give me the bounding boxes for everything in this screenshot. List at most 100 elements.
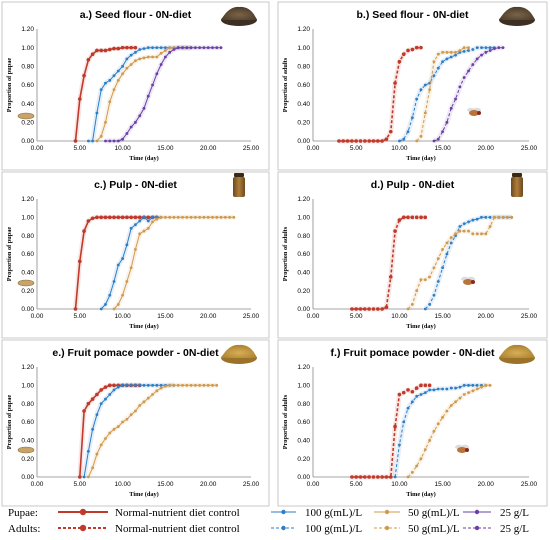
data-point	[467, 229, 470, 233]
chart-panel-5: e.) Fruit pomace powder - 0N-diet 0.00 5.0…	[1, 339, 270, 507]
data-point	[104, 437, 107, 440]
data-point	[73, 139, 78, 143]
pomace-powder-pile-icon	[499, 344, 535, 364]
data-point	[445, 57, 449, 61]
series-1	[392, 382, 488, 479]
legend-row-label: Adults:	[8, 523, 40, 535]
data-point	[90, 52, 95, 56]
data-point	[397, 218, 402, 222]
x-axis-label: Time (day)	[406, 155, 435, 162]
data-point	[475, 46, 479, 50]
data-point	[99, 134, 103, 138]
data-point	[133, 45, 138, 50]
data-point	[449, 386, 453, 390]
x-tick-label: 15.00	[157, 481, 174, 488]
data-point	[108, 100, 112, 104]
data-point	[189, 215, 193, 219]
data-point	[419, 278, 423, 282]
data-point	[146, 226, 150, 230]
data-point	[99, 307, 103, 311]
data-point	[121, 420, 124, 424]
series-3	[432, 45, 505, 144]
data-point	[189, 46, 193, 50]
y-tick-label: 0.40	[297, 101, 310, 108]
data-point	[151, 46, 154, 50]
data-point	[415, 289, 419, 293]
data-point	[219, 46, 223, 50]
data-point	[125, 243, 129, 247]
data-point	[423, 307, 427, 311]
y-tick-label: 1.00	[297, 215, 310, 222]
data-point	[358, 475, 363, 479]
legend-entry-label: 100 g(mL)/L	[305, 507, 362, 519]
data-point	[432, 388, 436, 392]
data-point	[367, 475, 371, 479]
x-tick-label: 10.00	[114, 481, 131, 488]
seed-flour-pile-icon	[499, 6, 535, 26]
data-point	[151, 220, 154, 224]
data-point	[488, 49, 492, 52]
data-point	[436, 280, 440, 283]
data-point	[441, 387, 444, 391]
data-point	[103, 215, 108, 220]
seed-flour-pile-icon	[221, 6, 257, 26]
data-point	[480, 215, 483, 219]
data-point	[129, 226, 133, 230]
x-tick-label: 25.00	[521, 481, 538, 488]
data-point	[104, 139, 107, 143]
data-point	[120, 45, 125, 50]
chart-panel-2: b.) Seed flour - 0N-diet 0.00 5.00 10.00 15.…	[277, 1, 548, 171]
legend-swatch-marker	[281, 509, 286, 515]
x-tick-label: 25.00	[243, 313, 260, 320]
data-point	[189, 383, 193, 387]
data-point	[95, 392, 99, 397]
data-point	[185, 215, 189, 219]
data-point	[449, 106, 453, 110]
data-point	[428, 388, 432, 392]
data-point	[120, 215, 125, 220]
y-tick-label: 0.00	[21, 474, 34, 481]
x-tick-label: 5.00	[350, 481, 363, 488]
y-tick-label: 0.60	[297, 251, 310, 258]
data-point	[436, 52, 440, 56]
data-point	[376, 475, 380, 479]
y-tick-label: 0.00	[21, 306, 34, 313]
y-tick-label: 0.40	[21, 101, 34, 108]
y-axis-label: Proportion of pupae	[6, 58, 13, 113]
data-point	[441, 248, 444, 251]
data-point	[91, 427, 95, 431]
data-point	[428, 303, 432, 306]
data-point	[116, 263, 120, 267]
legend-entry-label: 50 g(mL)/L	[408, 523, 460, 535]
data-point	[129, 45, 133, 50]
data-point	[138, 383, 142, 387]
data-point	[95, 48, 99, 53]
data-point	[129, 383, 133, 387]
legend-row-adults: Adults: Normal-nutrient diet control 100 g…	[8, 523, 529, 535]
y-tick-label: 0.80	[21, 401, 34, 408]
x-tick-label: 0.00	[31, 481, 44, 488]
data-point	[146, 396, 150, 400]
data-point	[129, 125, 133, 129]
data-point	[108, 78, 112, 82]
data-point	[419, 215, 423, 220]
data-point	[125, 66, 129, 70]
data-point	[155, 389, 159, 393]
data-point	[232, 215, 236, 219]
data-point	[134, 409, 137, 413]
data-point	[484, 383, 488, 387]
data-point	[475, 387, 479, 391]
data-point	[103, 48, 108, 53]
data-point	[172, 215, 176, 219]
data-point	[406, 48, 410, 53]
data-point	[138, 57, 142, 61]
y-tick-label: 0.00	[21, 138, 34, 145]
data-point	[371, 139, 376, 143]
data-point	[121, 64, 124, 68]
panel-frame	[277, 339, 548, 507]
data-point	[206, 215, 210, 219]
data-point	[484, 50, 488, 54]
y-tick-label: 1.20	[21, 196, 34, 203]
data-point	[151, 215, 154, 219]
data-point	[112, 74, 116, 78]
